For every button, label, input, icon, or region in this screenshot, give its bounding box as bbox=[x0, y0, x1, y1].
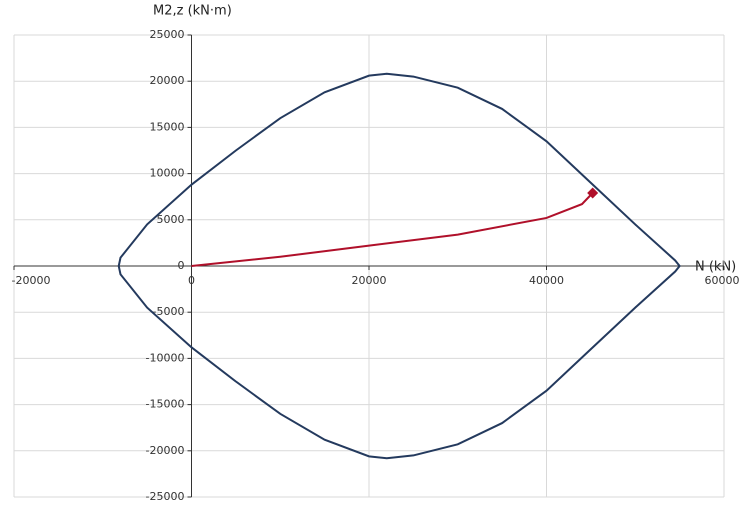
y-tick-label: -15000 bbox=[146, 398, 185, 411]
x-tick-label: 40000 bbox=[529, 274, 564, 287]
x-tick-label: 60000 bbox=[705, 274, 740, 287]
end-marker bbox=[587, 187, 599, 199]
x-tick-label: 20000 bbox=[352, 274, 387, 287]
series-line bbox=[191, 192, 594, 267]
x-tick-label: 0 bbox=[188, 274, 195, 287]
y-tick-label: -10000 bbox=[146, 351, 185, 364]
x-tick-label: -20000 bbox=[12, 274, 51, 287]
y-tick-label: 5000 bbox=[157, 213, 185, 226]
series-line bbox=[117, 72, 681, 460]
y-tick-label: 10000 bbox=[150, 167, 185, 180]
y-tick-label: 25000 bbox=[150, 28, 185, 41]
y-tick-label: 20000 bbox=[150, 74, 185, 87]
y-tick-label: 0 bbox=[178, 259, 185, 272]
y-axis-label: M2,z (kN·m) bbox=[153, 4, 232, 19]
x-axis-label: N (kN) bbox=[695, 260, 736, 275]
y-tick-label: -25000 bbox=[146, 490, 185, 503]
y-tick-label: -20000 bbox=[146, 444, 185, 457]
y-tick-label: 15000 bbox=[150, 120, 185, 133]
y-tick-label: -5000 bbox=[153, 305, 185, 318]
